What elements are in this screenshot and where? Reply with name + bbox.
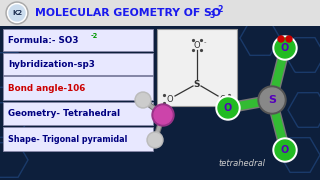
Circle shape bbox=[147, 132, 163, 148]
Circle shape bbox=[216, 96, 240, 120]
Circle shape bbox=[218, 98, 238, 118]
Circle shape bbox=[148, 134, 162, 147]
Text: MOLECULAR GEOMETRY OF SO: MOLECULAR GEOMETRY OF SO bbox=[35, 8, 221, 18]
Text: S: S bbox=[194, 80, 200, 89]
FancyBboxPatch shape bbox=[0, 0, 320, 26]
Text: -: - bbox=[230, 101, 232, 107]
FancyBboxPatch shape bbox=[3, 29, 153, 51]
Text: -: - bbox=[204, 39, 206, 45]
FancyBboxPatch shape bbox=[3, 53, 153, 75]
Text: hybridization-sp3: hybridization-sp3 bbox=[8, 60, 95, 69]
Circle shape bbox=[6, 2, 28, 24]
Text: O: O bbox=[281, 145, 289, 155]
Text: 3: 3 bbox=[210, 10, 215, 19]
Text: O: O bbox=[220, 94, 226, 103]
Text: -2: -2 bbox=[216, 4, 224, 14]
Text: -: - bbox=[162, 101, 164, 107]
Text: Shape- Trigonal pyramidal: Shape- Trigonal pyramidal bbox=[8, 134, 127, 143]
Text: Bond angle-106: Bond angle-106 bbox=[8, 84, 85, 93]
Text: K2: K2 bbox=[12, 10, 22, 16]
Text: Geometry- Tetrahedral: Geometry- Tetrahedral bbox=[8, 109, 120, 118]
Text: O: O bbox=[167, 94, 173, 103]
Circle shape bbox=[286, 36, 292, 42]
FancyBboxPatch shape bbox=[157, 29, 237, 106]
Circle shape bbox=[154, 106, 172, 124]
Circle shape bbox=[275, 38, 295, 58]
FancyBboxPatch shape bbox=[3, 127, 153, 151]
Circle shape bbox=[278, 36, 284, 42]
Text: O: O bbox=[194, 40, 200, 50]
Text: Formula:- SO3: Formula:- SO3 bbox=[8, 35, 78, 44]
FancyBboxPatch shape bbox=[3, 102, 153, 125]
Circle shape bbox=[9, 5, 25, 21]
Circle shape bbox=[137, 93, 149, 107]
Circle shape bbox=[275, 140, 295, 160]
Circle shape bbox=[7, 3, 27, 22]
Circle shape bbox=[273, 36, 297, 60]
Circle shape bbox=[135, 92, 151, 108]
Circle shape bbox=[260, 88, 284, 112]
Text: tetrahedral: tetrahedral bbox=[218, 159, 265, 168]
Circle shape bbox=[258, 86, 286, 114]
Text: S: S bbox=[268, 95, 276, 105]
Text: -2: -2 bbox=[91, 33, 98, 39]
Circle shape bbox=[273, 138, 297, 162]
Text: O: O bbox=[224, 103, 232, 113]
Text: O: O bbox=[281, 43, 289, 53]
Circle shape bbox=[152, 104, 174, 126]
FancyBboxPatch shape bbox=[3, 76, 153, 100]
